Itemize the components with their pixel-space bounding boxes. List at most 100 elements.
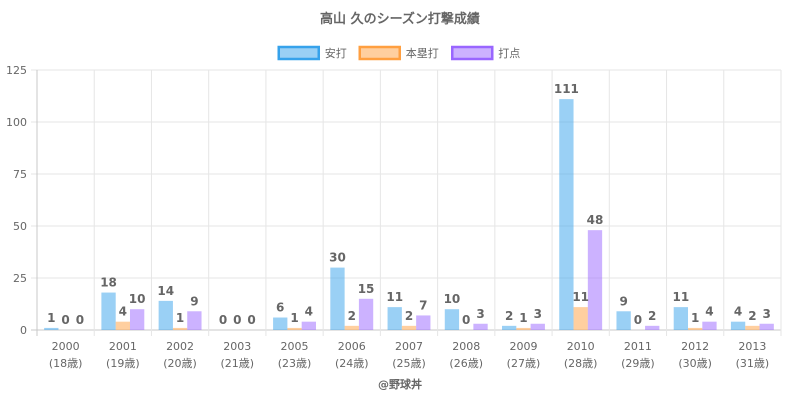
x-tick-label: 2012 <box>681 340 709 353</box>
x-tick-sublabel: (23歳) <box>278 357 312 370</box>
data-label: 11 <box>673 290 690 304</box>
x-tick-sublabel: (31歳) <box>736 357 770 370</box>
data-label: 0 <box>247 313 255 327</box>
data-label: 10 <box>129 292 146 306</box>
data-label: 2 <box>748 309 756 323</box>
x-tick-label: 2006 <box>338 340 366 353</box>
bar <box>129 309 145 330</box>
data-label: 9 <box>619 294 627 308</box>
data-label: 2 <box>648 309 656 323</box>
legend[interactable]: 安打 本塁打 打点 <box>277 45 521 61</box>
data-label: 1 <box>519 311 527 325</box>
x-tick-sublabel: (30歳) <box>678 357 712 370</box>
y-axis: 0 25 50 75 100 125 <box>6 64 27 337</box>
y-tick-label: 125 <box>6 64 27 77</box>
x-tick-label: 2013 <box>738 340 766 353</box>
y-tick-label: 75 <box>13 168 27 181</box>
bar <box>502 325 517 330</box>
x-tick-label: 2000 <box>52 340 80 353</box>
x-tick-label: 2005 <box>281 340 309 353</box>
bar <box>301 321 316 330</box>
data-label: 0 <box>462 313 470 327</box>
bar <box>745 325 760 330</box>
data-label: 1 <box>691 311 699 325</box>
data-label: 30 <box>329 251 346 265</box>
x-tick-sublabel: (21歳) <box>221 357 255 370</box>
data-label: 18 <box>100 276 117 290</box>
x-tick-label: 2003 <box>223 340 251 353</box>
bar <box>645 325 660 330</box>
bar <box>330 267 345 330</box>
bar <box>101 292 116 330</box>
data-label: 4 <box>705 305 713 319</box>
data-label: 7 <box>419 298 427 312</box>
bar <box>115 321 130 330</box>
bar <box>559 99 574 331</box>
x-tick-sublabel: (26歳) <box>449 357 483 370</box>
data-label: 2 <box>348 309 356 323</box>
gridlines <box>31 69 782 336</box>
legend-label[interactable]: 打点 <box>498 46 520 60</box>
data-label: 4 <box>734 305 742 319</box>
legend-label[interactable]: 安打 <box>325 46 347 60</box>
x-tick-sublabel: (19歳) <box>106 357 140 370</box>
bar <box>702 321 717 330</box>
x-tick-label: 2011 <box>624 340 652 353</box>
data-label: 11 <box>386 290 403 304</box>
data-label: 9 <box>190 294 198 308</box>
y-tick-label: 0 <box>20 324 27 337</box>
data-label: 4 <box>305 305 313 319</box>
bar <box>358 298 374 330</box>
bar <box>516 327 531 330</box>
bar <box>616 311 631 330</box>
legend-swatch[interactable] <box>277 45 320 61</box>
data-label: 6 <box>276 301 284 315</box>
bar <box>401 325 417 330</box>
bar <box>416 315 431 330</box>
y-tick-label: 50 <box>13 220 27 233</box>
bar <box>473 323 488 330</box>
data-label: 0 <box>61 313 69 327</box>
bar <box>587 230 603 330</box>
x-tick-sublabel: (28歳) <box>564 357 598 370</box>
credit-label: @野球丼 <box>378 377 422 391</box>
bar <box>387 307 402 330</box>
bar <box>158 300 173 330</box>
bar <box>573 307 588 330</box>
x-tick-label: 2010 <box>567 340 595 353</box>
data-label: 1 <box>176 311 184 325</box>
bar <box>273 317 288 330</box>
x-tick-sublabel: (20歳) <box>163 357 197 370</box>
data-label: 3 <box>763 307 771 321</box>
data-label: 15 <box>358 282 375 296</box>
bar <box>444 309 460 330</box>
data-label: 0 <box>634 313 642 327</box>
chart-title: 高山 久のシーズン打撃成績 <box>320 11 480 27</box>
data-label: 1 <box>290 311 298 325</box>
data-label: 3 <box>534 307 542 321</box>
bars <box>44 99 774 331</box>
bar <box>287 327 302 330</box>
x-tick-label: 2007 <box>395 340 423 353</box>
bar <box>44 327 59 330</box>
bar <box>172 327 188 330</box>
bar <box>730 321 746 330</box>
legend-label[interactable]: 本塁打 <box>406 46 439 60</box>
legend-swatch[interactable] <box>451 45 494 61</box>
bar <box>344 325 359 330</box>
data-label: 111 <box>554 82 579 96</box>
data-label: 2 <box>405 309 413 323</box>
x-tick-sublabel: (24歳) <box>335 357 369 370</box>
x-tick-label: 2009 <box>509 340 537 353</box>
data-label: 0 <box>76 313 84 327</box>
x-tick-sublabel: (27歳) <box>507 357 541 370</box>
y-tick-label: 100 <box>6 116 27 129</box>
legend-swatch[interactable] <box>358 45 401 61</box>
x-axis: 2000 (18歳) 2001 (19歳) 2002 (20歳) 2003 (21歳) 2005… <box>49 340 769 370</box>
y-tick-label: 25 <box>13 272 27 285</box>
bar <box>759 323 774 330</box>
x-tick-label: 2008 <box>452 340 480 353</box>
x-tick-label: 2002 <box>166 340 194 353</box>
bar <box>688 327 703 330</box>
